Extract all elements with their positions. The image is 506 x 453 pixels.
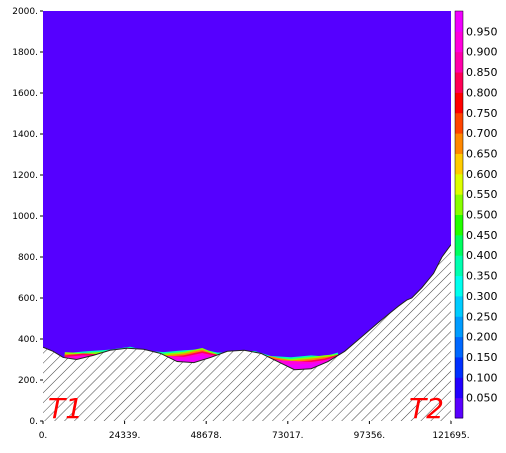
- colorbar-tick-label: 0.650: [466, 147, 498, 160]
- y-tick-label: 0.: [29, 417, 38, 427]
- y-tick-label: 800.: [18, 253, 38, 263]
- colorbar-tick-label: 0.600: [466, 168, 498, 181]
- colorbar-tick-label: 0.800: [466, 86, 498, 99]
- colorbar-segment: [455, 214, 463, 236]
- y-tick-label: 400.: [18, 335, 38, 345]
- colorbar-segment: [455, 336, 463, 358]
- colorbar-segment: [455, 31, 463, 53]
- terrain-group: [43, 244, 451, 421]
- colorbar-tick-label: 0.700: [466, 127, 498, 140]
- colorbar-segment: [455, 234, 463, 256]
- colorbar-segment: [455, 316, 463, 338]
- terrain-hatch: [43, 244, 451, 421]
- y-tick-label: 1200.: [12, 171, 38, 181]
- y-tick-label: 600.: [18, 294, 38, 304]
- colorbar-tick-label: 0.750: [466, 107, 498, 120]
- colorbar-tick-label: 0.500: [466, 209, 498, 222]
- terrain-outline: [43, 244, 451, 371]
- colorbar-tick-label: 0.550: [466, 188, 498, 201]
- colorbar-segment: [455, 275, 463, 297]
- x-tick-label: 121695.: [432, 431, 469, 441]
- y-tick-label: 1800.: [12, 48, 38, 58]
- y-tick-label: 1600.: [12, 89, 38, 99]
- x-tick-label: 97356.: [354, 431, 386, 441]
- x-tick-label: 73017.: [272, 431, 304, 441]
- colorbar-segment: [455, 153, 463, 175]
- x-axis: 0. 24339. 48678. 73017. 97356. 121695.: [39, 421, 470, 441]
- x-tick-label: 48678.: [190, 431, 222, 441]
- colorbar-segment: [455, 377, 463, 399]
- colorbar-tick-label: 0.350: [466, 270, 498, 283]
- colorbar-tick-label: 0.150: [466, 351, 498, 364]
- y-axis: 0. 200. 400. 600. 800. 1000. 1200. 1400. 1600. 18…: [12, 7, 43, 427]
- colorbar-segment: [455, 11, 463, 32]
- colorbar-tick-label: 0.200: [466, 331, 498, 344]
- colorbar-segment: [455, 51, 463, 73]
- colorbar-segment: [455, 295, 463, 317]
- colorbar-tick-label: 0.400: [466, 249, 498, 262]
- colorbar-tick-label: 0.450: [466, 229, 498, 242]
- x-tick-label: 0.: [39, 431, 48, 441]
- colorbar-segment: [455, 133, 463, 154]
- x-tick-label: 24339.: [109, 431, 141, 441]
- plot-layers: [43, 244, 451, 421]
- annotation-t1: T1: [48, 392, 83, 425]
- y-tick-label: 200.: [18, 376, 38, 386]
- colorbar-segment: [455, 72, 463, 93]
- colorbar-segment: [455, 194, 463, 215]
- colorbar-segment: [455, 92, 463, 114]
- colorbar-segment: [455, 356, 463, 378]
- colorbar-segment: [455, 255, 463, 277]
- colorbar-segment: [455, 173, 463, 195]
- y-tick-label: 2000.: [12, 7, 38, 17]
- annotation-t2: T2: [409, 392, 444, 425]
- y-tick-label: 1000.: [12, 212, 38, 222]
- colorbar-segment: [455, 397, 463, 419]
- colorbar-tick-label: 0.950: [466, 25, 498, 38]
- colorbar-tick-label: 0.250: [466, 310, 498, 323]
- colorbar-frame: [454, 10, 464, 419]
- colorbar-tick-label: 0.850: [466, 66, 498, 79]
- colorbar-segment: [455, 112, 463, 134]
- colorbar-tick-label: 0.100: [466, 371, 498, 384]
- colorbar-tick-label: 0.050: [466, 392, 498, 405]
- y-tick-label: 1400.: [12, 130, 38, 140]
- colorbar-tick-label: 0.300: [466, 290, 498, 303]
- colorbar-tick-label: 0.900: [466, 46, 498, 59]
- colorbar: 0.050 0.100 0.150 0.200 0.250 0.300 0.350 0.400…: [454, 10, 498, 419]
